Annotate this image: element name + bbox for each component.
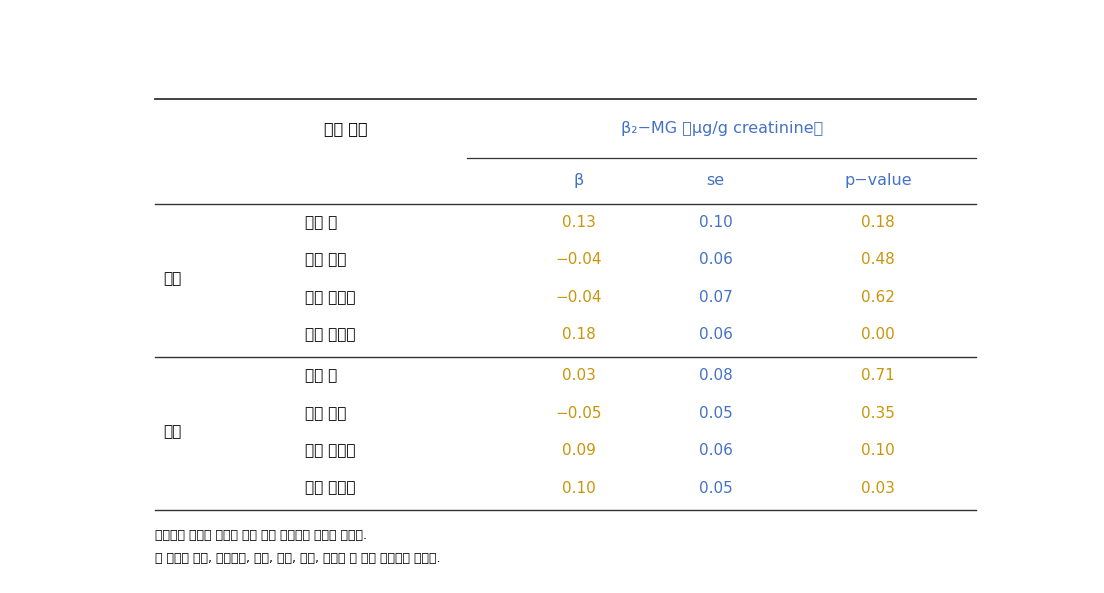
Text: 0.48: 0.48	[861, 252, 895, 267]
Text: 0.71: 0.71	[861, 368, 895, 383]
Text: 0.09: 0.09	[562, 443, 595, 458]
Text: −0.04: −0.04	[555, 290, 602, 305]
Text: 요중 카드뭈: 요중 카드뭈	[305, 480, 355, 496]
Text: 중금속과 신기능 수치는 자연 로그 변환하여 모형에 적용함.: 중금속과 신기능 수치는 자연 로그 변환하여 모형에 적용함.	[155, 529, 368, 542]
Text: β₂−MG （μg/g creatinine）: β₂−MG （μg/g creatinine）	[620, 121, 824, 136]
Text: 0.18: 0.18	[562, 327, 595, 342]
Text: 0.13: 0.13	[562, 215, 595, 230]
Text: 0.10: 0.10	[861, 443, 895, 458]
Text: 혁중 카드뭈: 혁중 카드뭈	[305, 290, 355, 305]
Text: 각 모형은 연령, 조사기간, 소득, 흡연, 음주, 고혁압 및 당두 과거력이 보정됨.: 각 모형은 연령, 조사기간, 소득, 흡연, 음주, 고혁압 및 당두 과거력…	[155, 552, 440, 565]
Text: 요중 카드뭈: 요중 카드뭈	[305, 327, 355, 342]
Text: 0.05: 0.05	[699, 406, 732, 420]
Text: p−value: p−value	[845, 173, 912, 188]
Text: 0.08: 0.08	[699, 368, 732, 383]
Text: 혁중 낙: 혁중 낙	[305, 368, 337, 383]
Text: 혁중 수은: 혁중 수은	[305, 406, 347, 420]
Text: −0.04: −0.04	[555, 252, 602, 267]
Text: 남성: 남성	[163, 271, 182, 286]
Text: 여성: 여성	[163, 425, 182, 439]
Text: 0.06: 0.06	[699, 252, 732, 267]
Text: 혁중 수은: 혁중 수은	[305, 252, 347, 267]
Text: 0.05: 0.05	[699, 480, 732, 496]
Text: 0.06: 0.06	[699, 443, 732, 458]
Text: 0.10: 0.10	[562, 480, 595, 496]
Text: 혁중 낙: 혁중 낙	[305, 215, 337, 230]
Text: 0.00: 0.00	[861, 327, 895, 342]
Text: 성별 층화: 성별 층화	[323, 121, 368, 136]
Text: 0.03: 0.03	[562, 368, 595, 383]
Text: 0.35: 0.35	[861, 406, 895, 420]
Text: 0.03: 0.03	[861, 480, 895, 496]
Text: 0.07: 0.07	[699, 290, 732, 305]
Text: 0.06: 0.06	[699, 327, 732, 342]
Text: se: se	[707, 173, 724, 188]
Text: 0.10: 0.10	[699, 215, 732, 230]
Text: 0.62: 0.62	[861, 290, 895, 305]
Text: β: β	[573, 173, 584, 188]
Text: 0.18: 0.18	[861, 215, 895, 230]
Text: −0.05: −0.05	[555, 406, 602, 420]
Text: 혁중 카드뭈: 혁중 카드뭈	[305, 443, 355, 458]
